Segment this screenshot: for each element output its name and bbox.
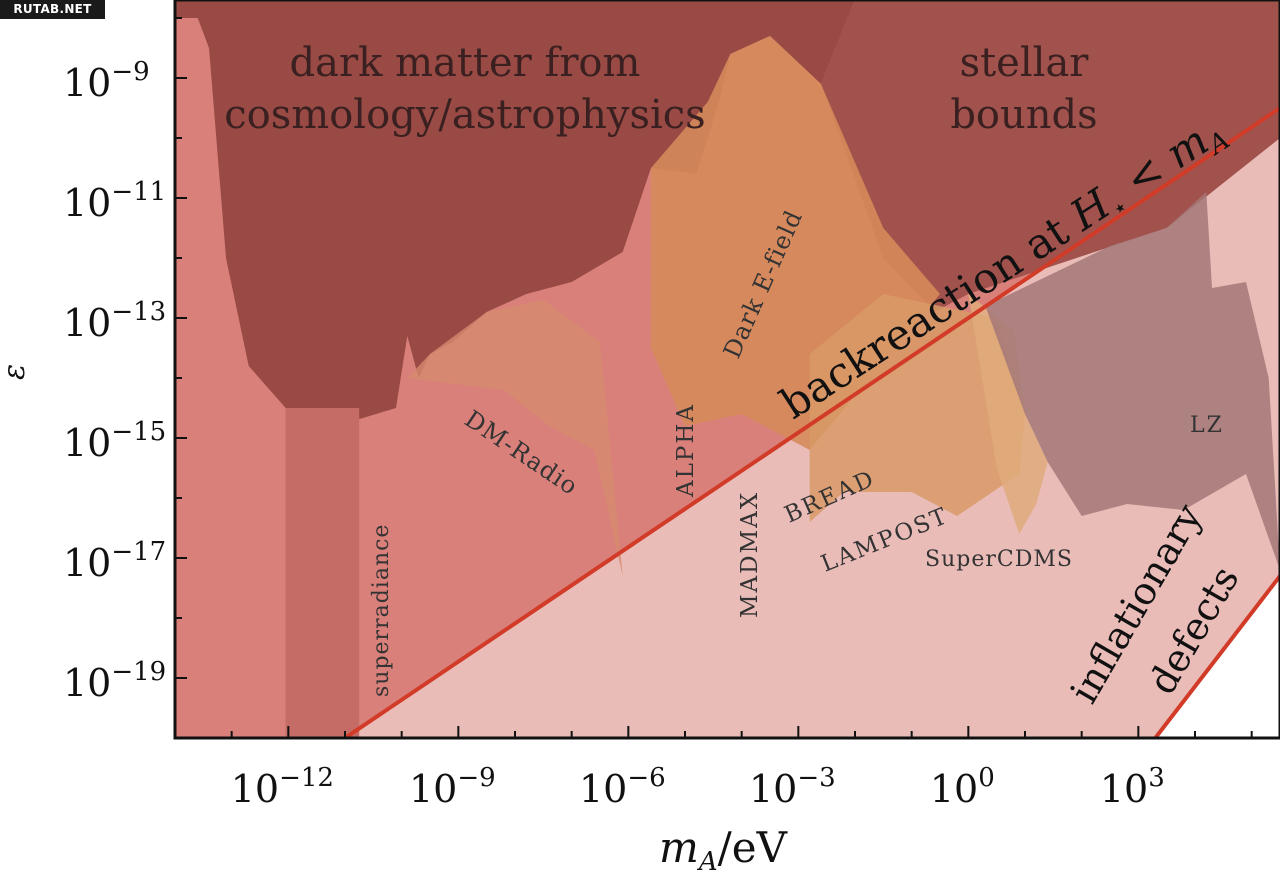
supercdms-label: SuperCDMS: [925, 547, 1073, 572]
x-tick-label: 10−6: [579, 763, 666, 811]
superradiance-label: superradiance: [369, 524, 394, 697]
region-dm-radio: [407, 300, 623, 576]
stellar-label-line1: stellar: [960, 40, 1090, 86]
region-superradiance: [285, 408, 360, 738]
boundary-lines: [343, 106, 1280, 738]
plot-area: [175, 0, 1280, 738]
line-inflationary-defects: [1153, 574, 1280, 738]
region-stellar-bounds: [821, 0, 1280, 312]
line-backreaction-at-h-m-a: [343, 106, 1280, 738]
region-haloscopes: [809, 294, 1025, 522]
y-tick-label: 10−17: [63, 537, 166, 585]
y-axis-label: ε: [0, 364, 32, 380]
x-axis-label: mA/eV: [659, 823, 788, 875]
plot-frame: [173, 0, 1280, 740]
x-tick-label: 10−3: [749, 763, 836, 811]
dark-matter-label-line1: dark matter from: [290, 40, 641, 86]
x-tick-label: 103: [1100, 763, 1165, 811]
lz-label: LZ: [1190, 413, 1224, 438]
axis-tick-labels: 10−12 10−9 10−6 10−3 100 103 10−9 10−11 10−13 10−…: [63, 57, 1165, 811]
madmax-label: MADMAX: [737, 491, 763, 618]
exclusion-regions: [175, 0, 1280, 738]
x-tick-label: 10−12: [231, 763, 334, 811]
watermark: RUTAB.NET: [0, 0, 105, 19]
y-tick-label: 10−19: [63, 657, 166, 705]
y-tick-label: 10−11: [63, 177, 166, 225]
region-lampost: [968, 294, 1048, 534]
axis-ticks: [174, 17, 1253, 739]
y-tick-label: 10−15: [63, 417, 166, 465]
x-tick-label: 100: [930, 763, 995, 811]
alpha-label: ALPHA: [673, 403, 699, 498]
y-tick-label: 10−9: [63, 57, 150, 105]
x-tick-label: 10−9: [409, 763, 496, 811]
stellar-label-line2: bounds: [950, 92, 1097, 138]
region-dark-matter-from-cosmology-astrophysics: [175, 0, 855, 420]
dark-matter-label-line2: cosmology/astrophysics: [224, 92, 705, 138]
y-tick-label: 10−13: [63, 297, 166, 345]
region-lz: [985, 192, 1280, 570]
